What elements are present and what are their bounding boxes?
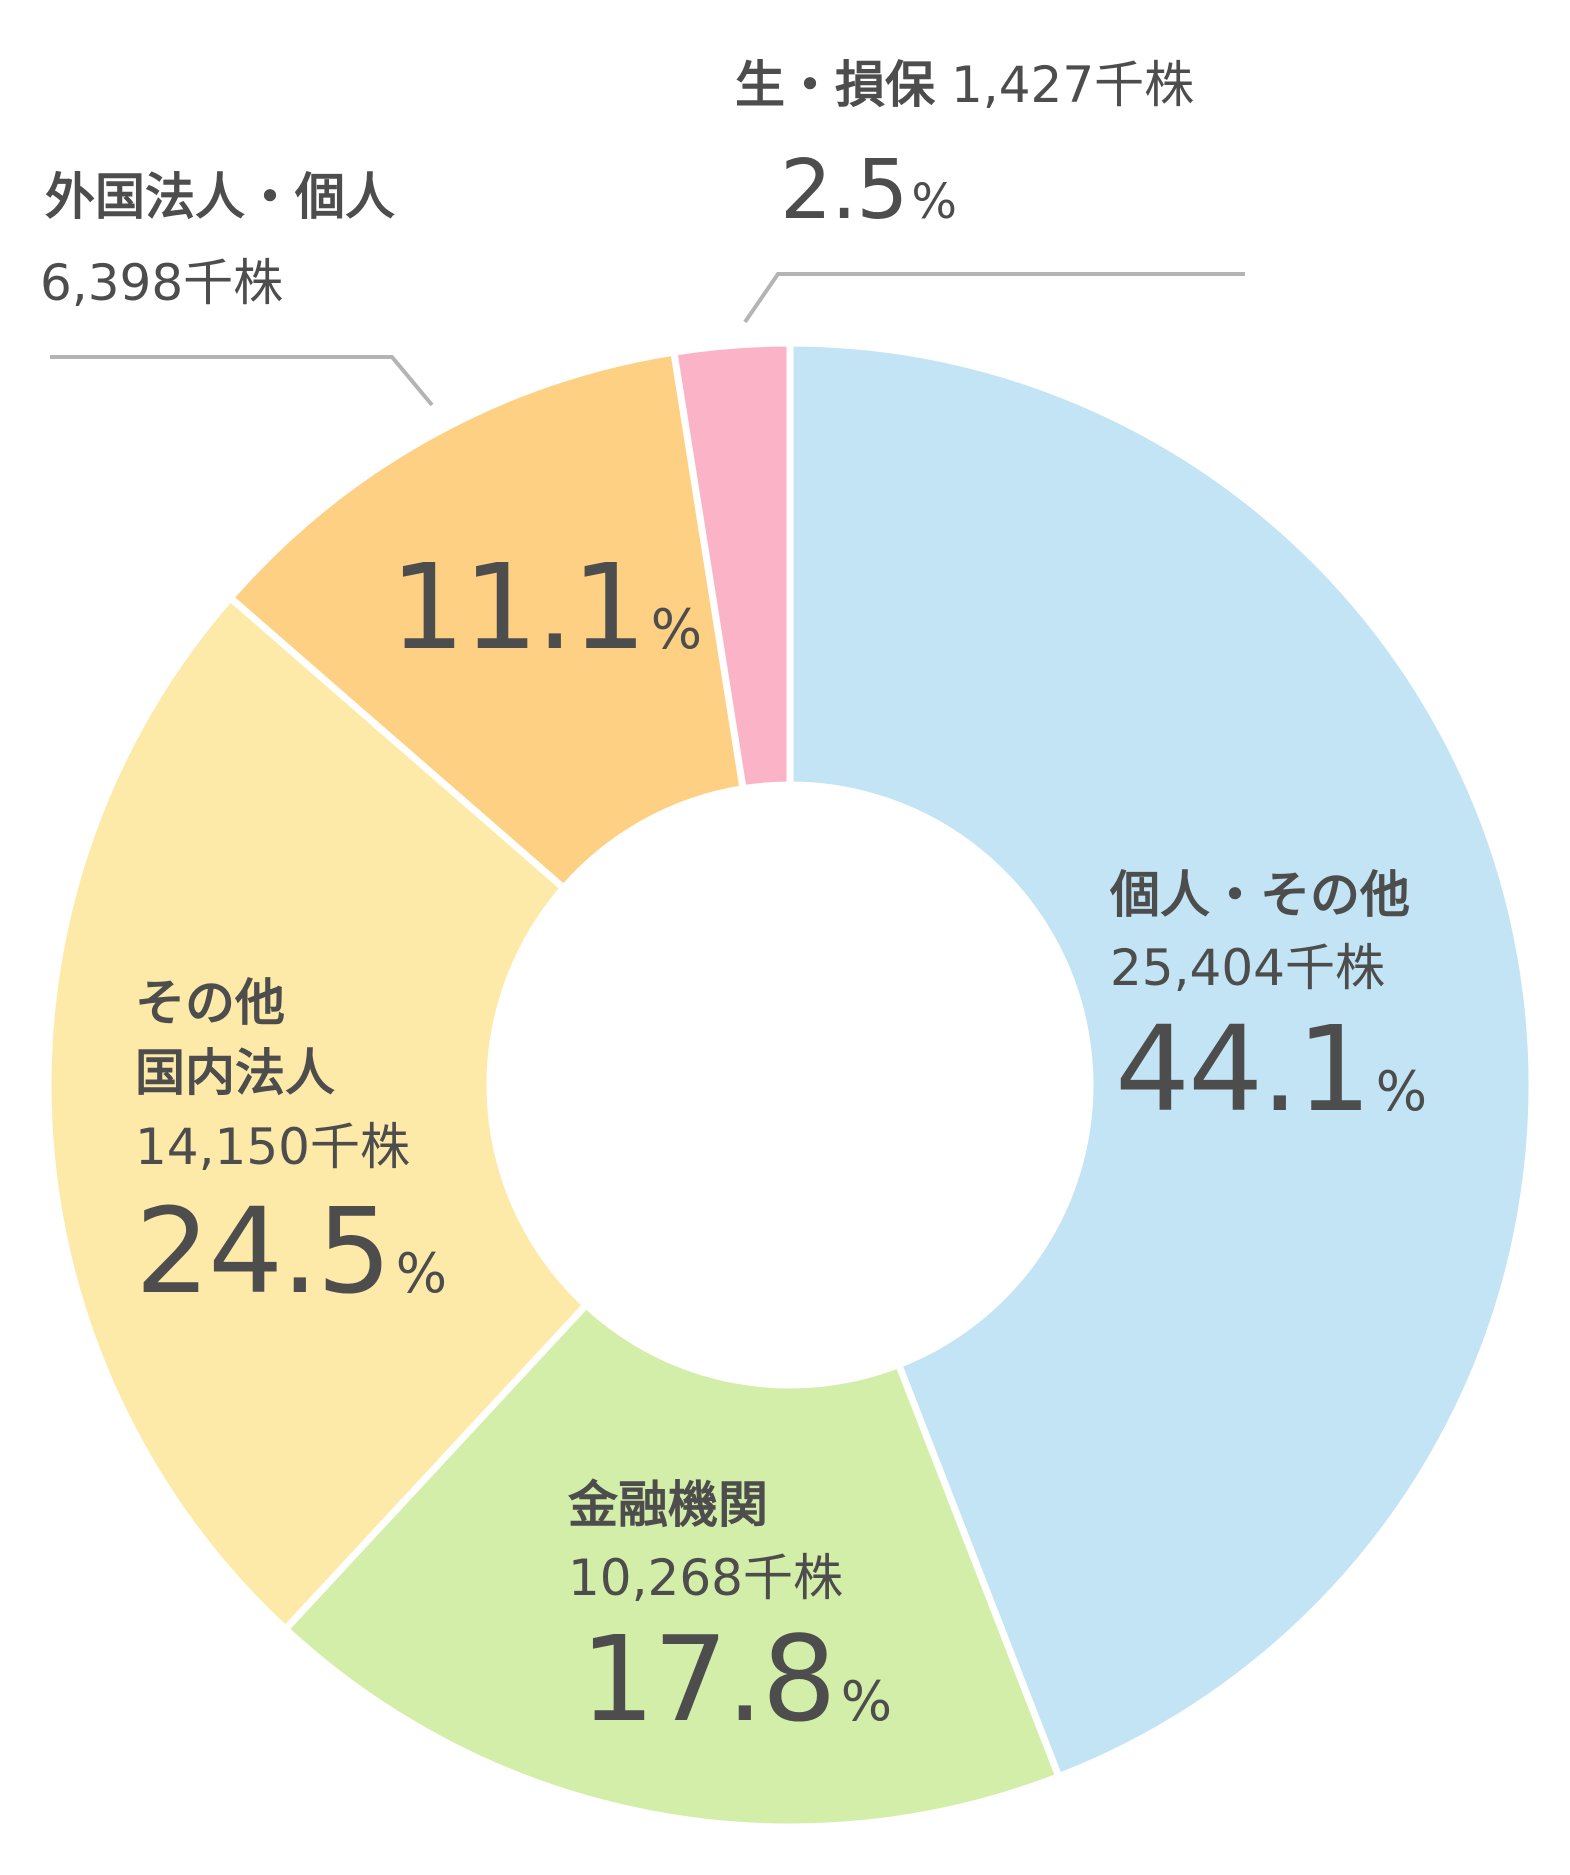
slice-shares-insurance: 1,427千株 [951,56,1195,114]
slice-foreign [226,348,747,892]
leader-lines [50,272,1245,407]
leader-line-foreign [50,355,434,407]
leader-line-insurance [743,272,1245,324]
slice-label-other-corp-line1: その他 [135,974,285,1032]
slice-label-financial: 金融機関 [568,1476,768,1534]
slice-label-insurance: 生・損保 [735,56,935,114]
percent-value: 2.5 [780,143,908,238]
slice-other-corp [44,594,590,1633]
percent-value: 24.5 [135,1182,392,1320]
slice-shares-financial: 10,268千株 [568,1549,843,1607]
slice-label-foreign: 外国法人・個人 [45,168,395,226]
percent-unit: % [650,598,703,661]
slice-shares-individuals: 25,404千株 [1110,939,1385,997]
slice-shares-other-corp: 14,150千株 [135,1118,410,1176]
percent-unit: % [840,1670,893,1733]
percent-value: 44.1 [1115,1000,1372,1138]
slice-percent-financial: 17.8% [580,1620,892,1738]
slice-percent-individuals: 44.1% [1115,1010,1427,1128]
slice-individuals [786,339,1536,1781]
slice-percent-other-corp: 24.5% [135,1192,447,1310]
donut-slices [44,339,1536,1831]
percent-unit: % [1375,1060,1428,1123]
slice-shares-foreign: 6,398千株 [40,254,284,312]
slice-label-other-corp-line2: 国内法人 [135,1044,335,1102]
slice-percent-foreign: 11.1% [390,548,702,666]
slice-percent-insurance: 2.5% [780,150,957,232]
percent-unit: % [395,1242,448,1305]
percent-value: 17.8 [580,1610,837,1748]
slice-insurance [670,339,794,793]
slice-financial [281,1301,1063,1831]
slice-label-individuals: 個人・その他 [1110,866,1410,924]
percent-unit: % [911,174,958,230]
slice-label-insurance-row: 生・損保 1,427千株 [735,60,1194,110]
percent-value: 11.1 [390,538,647,676]
